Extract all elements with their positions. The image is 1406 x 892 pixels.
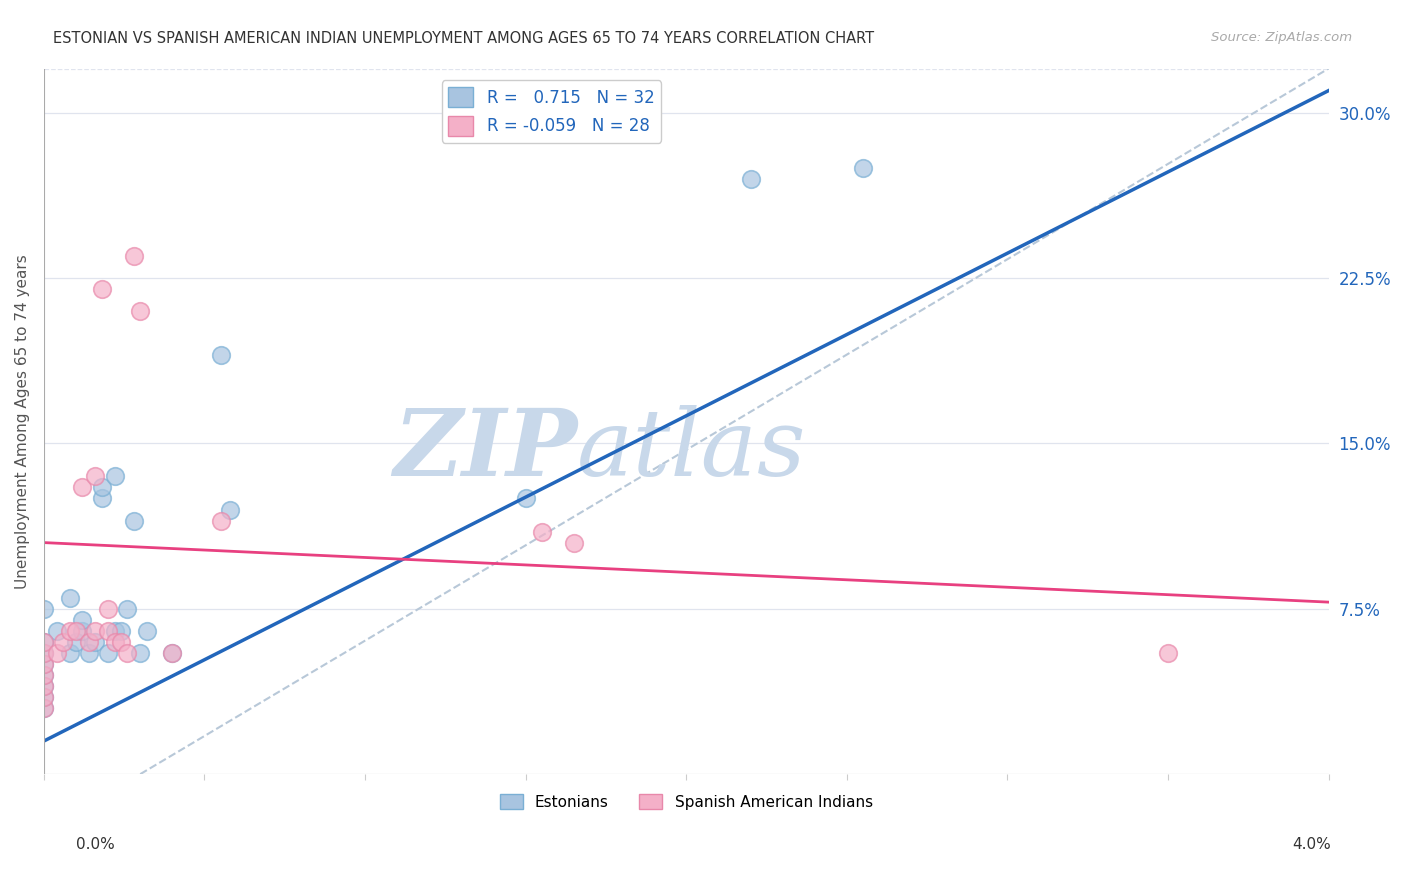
Point	[32, 635, 55, 649]
Point	[65, 624, 87, 638]
Point	[72, 613, 94, 627]
Text: ESTONIAN VS SPANISH AMERICAN INDIAN UNEMPLOYMENT AMONG AGES 65 TO 74 YEARS CORRE: ESTONIAN VS SPANISH AMERICAN INDIAN UNEM…	[53, 31, 875, 46]
Point	[162, 646, 184, 660]
Text: atlas: atlas	[576, 405, 807, 494]
Point	[32, 701, 55, 715]
Point	[515, 491, 537, 506]
Point	[32, 690, 55, 704]
Point	[530, 524, 553, 539]
Point	[32, 635, 55, 649]
Point	[1157, 646, 1180, 660]
Point	[65, 635, 87, 649]
Point	[32, 668, 55, 682]
Point	[45, 646, 67, 660]
Text: ZIP: ZIP	[392, 405, 576, 494]
Point	[110, 635, 132, 649]
Point	[32, 701, 55, 715]
Y-axis label: Unemployment Among Ages 65 to 74 years: Unemployment Among Ages 65 to 74 years	[15, 254, 30, 589]
Point	[852, 161, 875, 175]
Point	[562, 535, 585, 549]
Legend: Estonians, Spanish American Indians: Estonians, Spanish American Indians	[494, 788, 879, 816]
Point	[122, 249, 145, 263]
Point	[97, 624, 120, 638]
Point	[32, 657, 55, 671]
Point	[129, 646, 152, 660]
Point	[32, 646, 55, 660]
Point	[117, 601, 139, 615]
Text: 4.0%: 4.0%	[1292, 838, 1331, 852]
Point	[122, 514, 145, 528]
Point	[32, 668, 55, 682]
Point	[77, 635, 100, 649]
Point	[219, 502, 242, 516]
Point	[77, 646, 100, 660]
Point	[32, 646, 55, 660]
Point	[135, 624, 157, 638]
Point	[103, 624, 125, 638]
Point	[90, 491, 112, 506]
Text: 0.0%: 0.0%	[76, 838, 115, 852]
Point	[162, 646, 184, 660]
Point	[32, 657, 55, 671]
Point	[32, 679, 55, 693]
Point	[72, 480, 94, 494]
Point	[209, 348, 232, 362]
Point	[32, 690, 55, 704]
Point	[117, 646, 139, 660]
Point	[103, 635, 125, 649]
Point	[32, 679, 55, 693]
Point	[90, 282, 112, 296]
Point	[45, 624, 67, 638]
Point	[209, 514, 232, 528]
Point	[58, 591, 80, 605]
Point	[84, 469, 107, 483]
Point	[90, 480, 112, 494]
Text: Source: ZipAtlas.com: Source: ZipAtlas.com	[1212, 31, 1353, 45]
Point	[72, 624, 94, 638]
Point	[52, 635, 75, 649]
Point	[84, 635, 107, 649]
Point	[84, 624, 107, 638]
Point	[58, 624, 80, 638]
Point	[129, 304, 152, 318]
Point	[740, 171, 762, 186]
Point	[32, 601, 55, 615]
Point	[103, 469, 125, 483]
Point	[58, 646, 80, 660]
Point	[97, 646, 120, 660]
Point	[110, 624, 132, 638]
Point	[97, 601, 120, 615]
